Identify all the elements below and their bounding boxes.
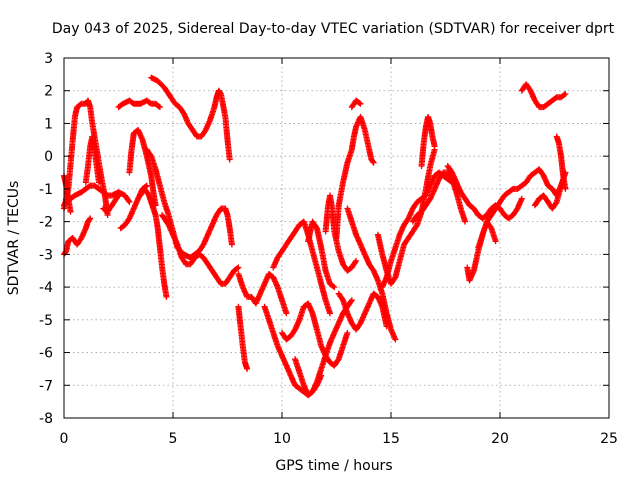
data-point-marks [333,113,377,241]
x-tick-label: 20 [491,431,509,447]
data-point-marks [553,133,569,192]
data-series [137,185,170,300]
data-series [279,300,351,369]
data-series [553,133,569,192]
data-series [418,113,438,169]
x-axis-title: GPS time / hours [275,458,392,474]
data-point-marks [518,81,569,111]
y-tick-label: 0 [44,149,53,165]
data-point-marks [418,113,438,169]
data-series [379,169,460,291]
y-tick-label: -8 [39,411,53,427]
data-point-marks [409,169,469,225]
chart-title: Day 043 of 2025, Sidereal Day-to-day VTE… [52,21,615,37]
plot-frame [63,57,610,419]
y-tick-label: -3 [39,247,53,263]
data-series [292,297,355,399]
data-point-marks [235,271,290,317]
data-series [305,218,338,291]
data-series [82,133,102,186]
data-series [518,81,569,111]
data-point-marks [344,205,399,343]
data-point-marks [379,169,460,291]
data-point-marks [475,218,499,251]
x-tick-labels: 0 5 10 15 20 25 [60,431,618,447]
data-series [475,218,499,251]
data-point-marks [82,133,102,186]
axis-ticks [63,57,610,419]
y-tick-labels: -8 -7 -6 -5 -4 -3 -2 -1 0 1 2 3 [39,51,53,427]
data-series [235,303,251,372]
data-series [159,212,242,287]
grid-lines [64,58,609,418]
data-series [100,192,122,215]
x-tick-label: 0 [60,431,69,447]
y-tick-label: 3 [44,51,53,67]
data-point-marks [137,185,170,300]
x-tick-label: 10 [273,431,291,447]
y-tick-label: -4 [39,280,53,296]
data-series [348,97,364,111]
x-tick-label: 25 [600,431,618,447]
data-point-marks [159,212,242,287]
data-point-marks [100,192,122,215]
data-point-marks [235,303,251,372]
data-series [464,166,569,284]
data-point-marks [279,300,351,369]
x-tick-label: 5 [169,431,178,447]
data-point-marks [464,166,569,284]
data-series [235,271,290,317]
data-point-marks [115,97,163,111]
x-tick-label: 15 [382,431,400,447]
y-tick-label: -2 [39,215,53,231]
data-point-marks [305,218,338,291]
data-points [61,74,569,399]
y-tick-label: -1 [39,182,53,198]
data-series [115,97,163,111]
data-series [409,169,469,225]
data-point-marks [348,97,364,111]
data-series [333,113,377,241]
y-tick-label: -6 [39,346,53,362]
y-tick-label: 2 [44,84,53,100]
y-tick-label: 1 [44,116,53,132]
data-series [344,205,399,343]
y-tick-label: -7 [39,378,53,394]
data-series [148,74,233,163]
y-axis-title: SDTVAR / TECUs [6,181,22,296]
y-tick-label: -5 [39,313,53,329]
data-point-marks [292,297,355,399]
data-point-marks [148,74,233,163]
